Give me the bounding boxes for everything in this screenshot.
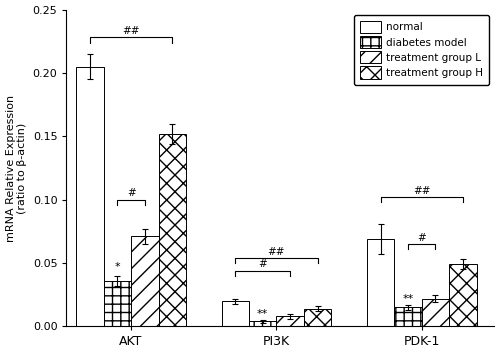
Bar [276,316,304,326]
Bar [249,321,276,326]
Text: #: # [418,233,426,243]
Text: #: # [126,188,136,198]
Bar [304,309,332,326]
Text: *: * [114,262,120,272]
Text: ##: ## [413,186,430,196]
Bar [76,67,104,326]
Y-axis label: mRNA Relative Expression
(ratio to β-actin): mRNA Relative Expression (ratio to β-act… [6,95,27,241]
Text: ##: ## [268,247,285,257]
Bar [131,236,158,326]
Bar [367,239,394,326]
Legend: normal, diabetes model, treatment group L, treatment group H: normal, diabetes model, treatment group … [354,15,489,85]
Bar [394,307,422,326]
Text: ##: ## [122,26,140,36]
Text: **: ** [257,309,268,319]
Bar [422,298,449,326]
Text: **: ** [402,293,413,304]
Bar [158,134,186,326]
Bar [222,301,249,326]
Text: #: # [258,259,267,269]
Bar [449,264,476,326]
Bar [104,281,131,326]
